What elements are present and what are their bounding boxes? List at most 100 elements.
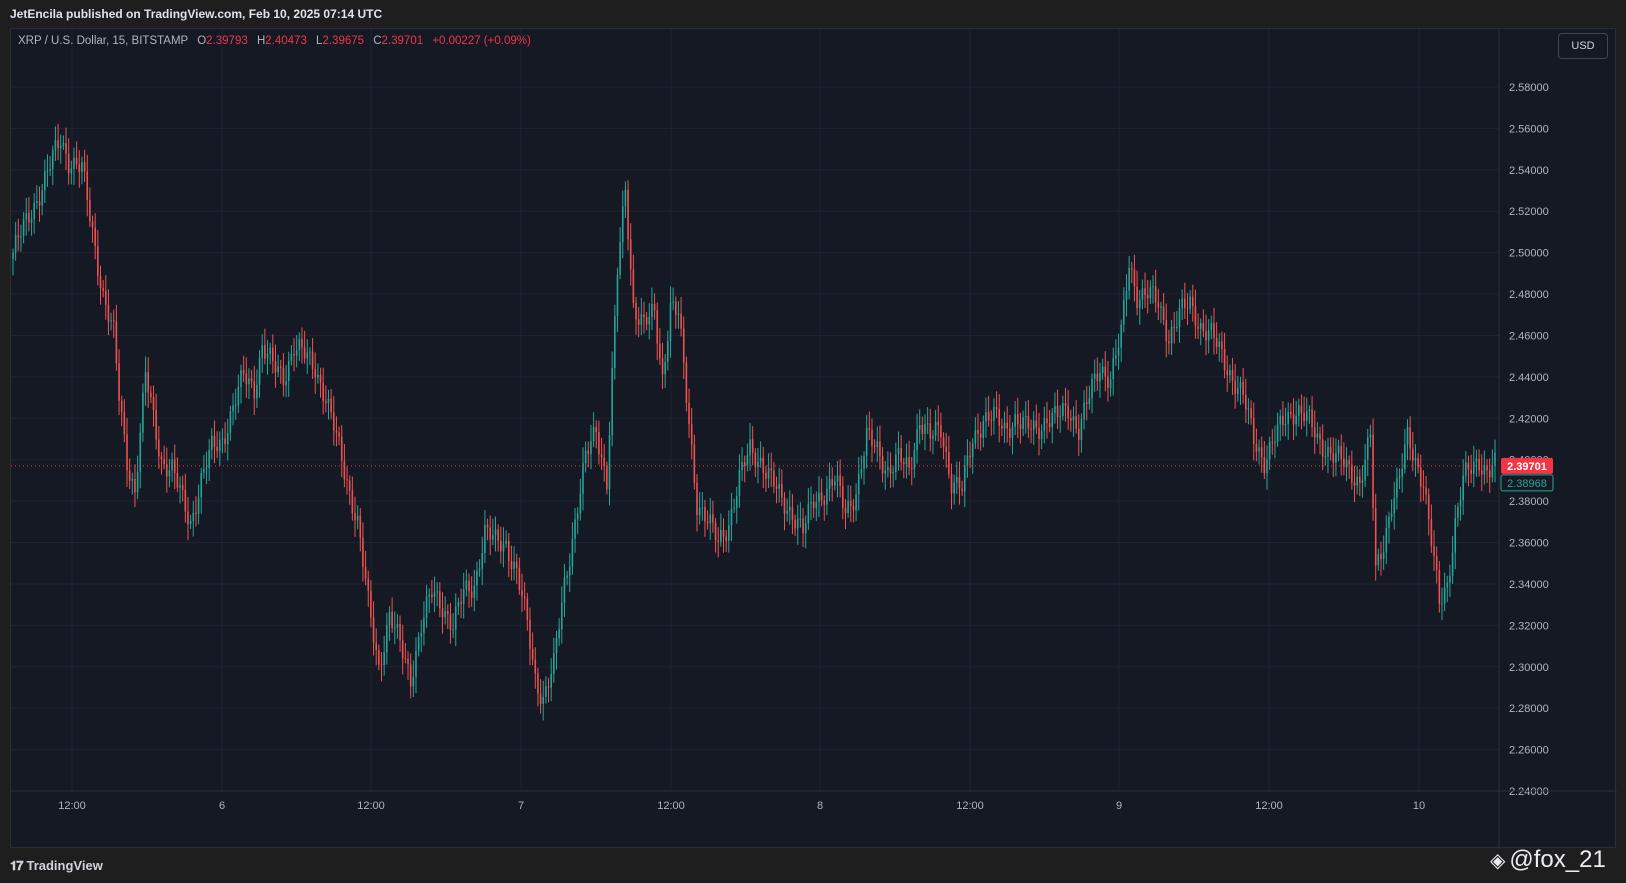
candle-body-up (579, 493, 582, 514)
change-value: +0.00227 (+0.09%) (432, 35, 531, 47)
candle-body-down (470, 591, 473, 598)
tradingview-logo[interactable]: 𝟏𝟕 TradingView (10, 858, 103, 874)
candle-body-down (1467, 462, 1470, 470)
candle-body-up (749, 439, 751, 456)
candle-body-down (314, 368, 317, 378)
x-tick-label: 7 (518, 800, 524, 812)
candle-body-up (966, 455, 969, 466)
candle-body-down (603, 457, 606, 467)
candle-body-down (1186, 307, 1189, 309)
candle-body-up (229, 411, 232, 434)
candle-body-down (38, 201, 41, 206)
candle-body-down (1271, 441, 1274, 443)
x-tick-label: 12:00 (1255, 800, 1283, 812)
candle-body-down (674, 301, 677, 315)
candle-body-up (179, 485, 181, 488)
candle-body-down (950, 474, 953, 494)
candle-body-up (1266, 459, 1268, 474)
candle-body-up (327, 398, 330, 404)
candle-body-up (256, 384, 258, 399)
candle-body-down (844, 507, 847, 514)
candle-body-down (1480, 470, 1483, 475)
candle-body-down (155, 410, 157, 440)
candle-body-up (1237, 388, 1239, 395)
candle-body-up (619, 242, 621, 275)
secondary-price-label: 2.38968 (1507, 478, 1547, 490)
candle-body-up (1316, 433, 1319, 438)
candle-body-up (560, 602, 563, 630)
candle-body-down (1417, 458, 1419, 468)
candle-body-up (1011, 426, 1014, 438)
y-tick-label: 2.38000 (1509, 496, 1549, 508)
candle-body-down (97, 246, 99, 276)
candle-body-up (1274, 441, 1276, 443)
candle-body-up (1446, 582, 1449, 588)
candle-body-down (78, 164, 81, 173)
candle-body-down (523, 596, 526, 599)
candle-body-down (722, 529, 725, 537)
candle-body-up (1170, 326, 1173, 344)
candle-body-down (998, 409, 1001, 426)
candle-body-down (693, 444, 696, 483)
candle-body-up (786, 510, 788, 514)
candle-body-up (261, 345, 264, 358)
x-tick-label: 12:00 (956, 800, 984, 812)
y-tick-label: 2.48000 (1509, 289, 1549, 301)
candle-body-up (142, 392, 144, 433)
candle-body-up (1305, 411, 1308, 421)
candle-body-down (1252, 418, 1255, 444)
candle-body-down (351, 490, 354, 514)
candle-body-up (759, 457, 762, 462)
candle-body-down (279, 366, 282, 368)
candle-body-down (1290, 412, 1292, 414)
candle-body-up (494, 529, 497, 536)
candle-body-down (158, 439, 160, 457)
candle-body-up (667, 341, 669, 362)
candle-body-down (979, 433, 982, 438)
candle-body-up (963, 465, 966, 492)
candle-body-down (147, 372, 150, 393)
candle-body-up (1115, 355, 1117, 359)
last-price-tag (1501, 457, 1553, 474)
candle-body-down (1213, 323, 1215, 338)
candle-body-down (1046, 418, 1048, 424)
candle-body-down (1035, 420, 1038, 428)
candle-body-up (767, 468, 770, 479)
candle-body-up (905, 457, 908, 465)
close-key: C (373, 35, 382, 47)
x-tick-label: 8 (817, 800, 823, 812)
candle-body-up (502, 543, 505, 552)
candle-body-up (290, 353, 293, 362)
candle-body-down (274, 361, 277, 373)
candle-body-up (1361, 480, 1364, 483)
chart-pane[interactable]: 2.58000 2.56000 2.54000 2.52000 2.50000 2.480… (10, 28, 1617, 849)
candle-body-down (1136, 286, 1138, 309)
candle-body-down (184, 489, 187, 512)
candle-body-down (460, 602, 462, 605)
candle-body-up (1072, 416, 1075, 421)
candle-body-up (624, 189, 627, 207)
candle-body-down (264, 345, 266, 359)
candle-body-down (1427, 494, 1430, 520)
candle-body-up (1287, 412, 1290, 424)
currency-button[interactable]: USD (1558, 33, 1608, 59)
candlestick-chart[interactable]: 2.58000 2.56000 2.54000 2.52000 2.50000 2.480… (11, 29, 1617, 849)
candle-body-down (717, 540, 720, 542)
y-tick-label: 2.30000 (1509, 662, 1549, 674)
candle-body-up (897, 448, 900, 455)
candle-body-down (1223, 349, 1226, 370)
candle-body-down (704, 507, 706, 522)
candle-body-up (1459, 500, 1462, 507)
candle-body-down (794, 519, 796, 529)
candle-body-up (568, 566, 571, 576)
candle-body-up (192, 512, 195, 521)
candle-body-up (887, 467, 889, 471)
candle-body-up (884, 470, 887, 474)
candle-body-down (91, 221, 94, 228)
x-tick-label: 6 (219, 800, 225, 812)
candle-body-up (139, 432, 142, 472)
candle-body-up (1268, 441, 1271, 460)
candle-body-down (431, 594, 433, 598)
candle-body-up (993, 407, 995, 421)
candle-body-up (545, 686, 547, 697)
